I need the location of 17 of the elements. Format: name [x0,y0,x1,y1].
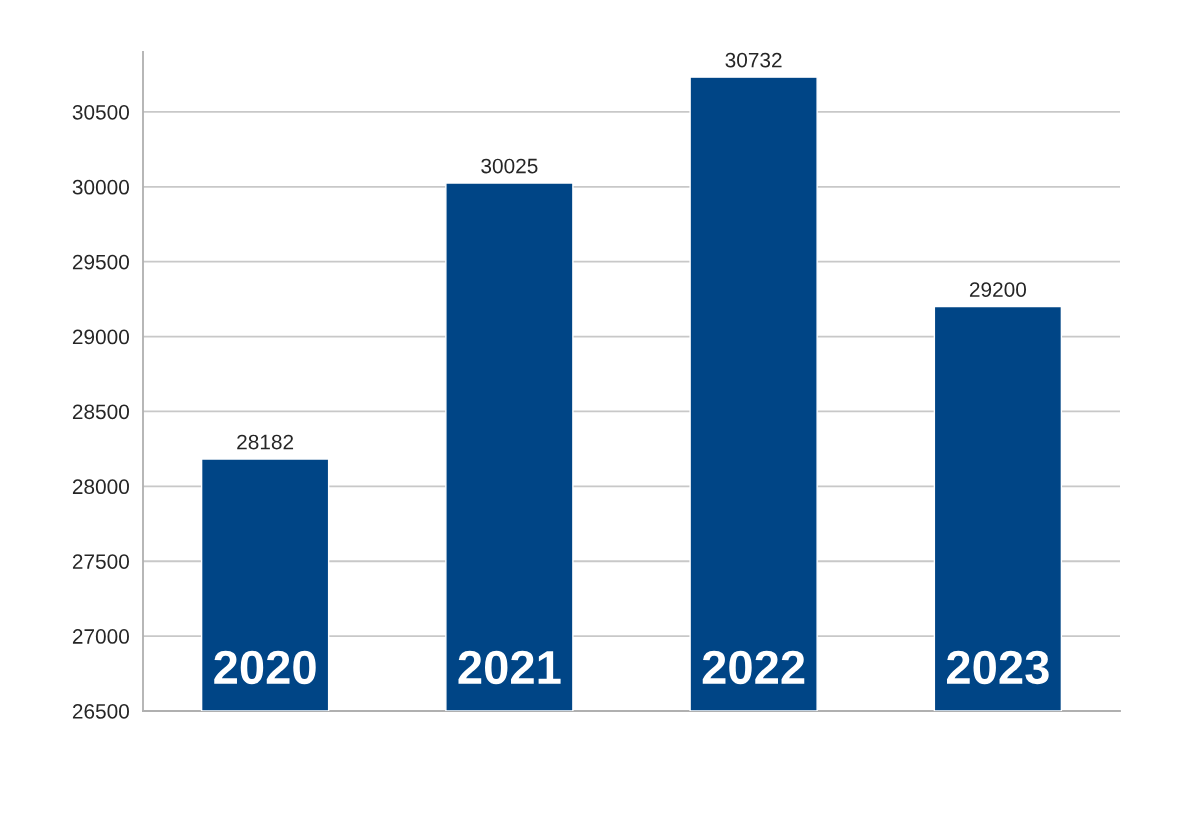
data-label: 28182 [237,434,294,450]
data-label: 30732 [725,52,782,68]
y-tick-label: 28500 [72,404,129,420]
data-label: 29200 [969,282,1027,297]
data-label: 30025 [481,158,538,174]
y-tick-label: 28000 [72,479,129,495]
y-tick-label: 29000 [72,329,129,345]
y-tick-label: 30000 [72,179,129,195]
y-tick-label: 29500 [72,254,129,270]
x-tick-label: 2023 [946,650,1049,685]
x-tick-label: 2021 [458,650,561,685]
y-tick-label: 27500 [72,554,129,569]
x-tick-label: 2022 [702,650,805,685]
y-tick-label: 30500 [72,104,129,120]
x-tick-label: 2020 [214,650,316,685]
y-tick-label: 27000 [72,629,129,644]
y-tick-label: 26500 [72,704,129,719]
